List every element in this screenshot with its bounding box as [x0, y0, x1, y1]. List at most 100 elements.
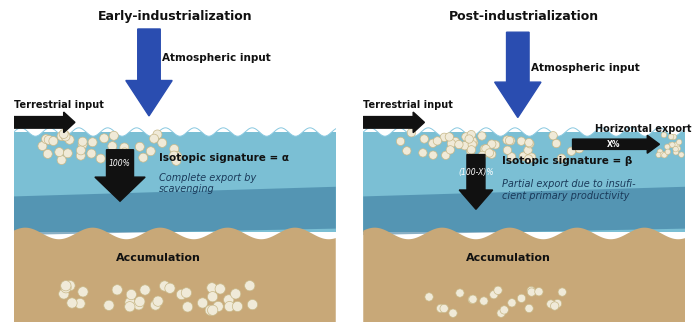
Circle shape	[224, 295, 234, 305]
Circle shape	[103, 300, 114, 310]
Circle shape	[535, 288, 543, 296]
Circle shape	[224, 301, 235, 312]
Circle shape	[442, 151, 450, 159]
Circle shape	[61, 131, 70, 140]
Circle shape	[661, 132, 667, 138]
Circle shape	[207, 283, 217, 293]
Circle shape	[663, 152, 668, 157]
Circle shape	[182, 302, 193, 312]
Polygon shape	[363, 187, 685, 235]
Circle shape	[419, 149, 427, 157]
Circle shape	[138, 153, 147, 162]
Circle shape	[78, 287, 88, 297]
Circle shape	[549, 132, 557, 140]
Circle shape	[478, 151, 487, 159]
Polygon shape	[95, 150, 145, 201]
Circle shape	[477, 132, 486, 140]
Polygon shape	[572, 135, 659, 153]
Circle shape	[677, 139, 682, 145]
Circle shape	[673, 149, 679, 155]
Circle shape	[75, 298, 85, 309]
Circle shape	[173, 151, 182, 160]
Circle shape	[526, 139, 534, 148]
Circle shape	[78, 140, 87, 149]
Circle shape	[76, 146, 85, 155]
Circle shape	[231, 289, 241, 299]
Circle shape	[245, 280, 255, 291]
Polygon shape	[363, 0, 685, 136]
Circle shape	[124, 302, 135, 312]
Circle shape	[507, 153, 516, 161]
Circle shape	[470, 138, 478, 147]
Text: (100-X)%: (100-X)%	[458, 168, 493, 177]
Circle shape	[96, 154, 106, 163]
Bar	[363, 132, 685, 232]
Circle shape	[170, 145, 179, 154]
Circle shape	[679, 152, 684, 157]
Circle shape	[436, 304, 445, 313]
Circle shape	[445, 133, 454, 141]
Circle shape	[491, 141, 500, 149]
Circle shape	[674, 142, 679, 147]
Polygon shape	[14, 187, 336, 235]
Circle shape	[153, 130, 162, 139]
Circle shape	[158, 138, 167, 147]
Circle shape	[467, 130, 475, 139]
Circle shape	[61, 283, 71, 293]
Circle shape	[120, 143, 129, 152]
Text: Partial export due to insufi-
cient primary productivity: Partial export due to insufi- cient prim…	[502, 179, 635, 201]
Circle shape	[396, 137, 405, 146]
Circle shape	[465, 135, 473, 143]
Circle shape	[675, 146, 681, 151]
Circle shape	[554, 299, 562, 308]
Circle shape	[528, 288, 535, 296]
Circle shape	[43, 149, 52, 158]
Circle shape	[208, 291, 217, 302]
Circle shape	[64, 149, 72, 158]
Circle shape	[517, 137, 526, 145]
Circle shape	[59, 289, 69, 299]
Circle shape	[140, 285, 150, 295]
Text: Atmospheric input: Atmospheric input	[162, 53, 271, 63]
Circle shape	[208, 305, 218, 315]
Circle shape	[671, 134, 677, 140]
Circle shape	[61, 132, 70, 141]
Circle shape	[112, 285, 122, 295]
Circle shape	[213, 301, 223, 312]
Circle shape	[440, 304, 448, 313]
Text: Accumulation: Accumulation	[116, 252, 201, 263]
Circle shape	[567, 147, 575, 156]
Circle shape	[65, 135, 74, 144]
Bar	[363, 0, 685, 132]
Text: Isotopic signature = β: Isotopic signature = β	[502, 156, 632, 166]
Circle shape	[447, 139, 456, 148]
Circle shape	[125, 297, 136, 308]
Circle shape	[668, 142, 674, 148]
Circle shape	[38, 142, 47, 151]
Circle shape	[120, 148, 129, 157]
Text: X%: X%	[606, 140, 620, 149]
Circle shape	[670, 142, 675, 147]
Circle shape	[428, 139, 437, 147]
Circle shape	[109, 131, 118, 140]
Circle shape	[485, 149, 493, 157]
Text: Terrestrial input: Terrestrial input	[363, 99, 453, 110]
Circle shape	[44, 135, 53, 144]
Circle shape	[482, 145, 490, 153]
Text: Horizontal export: Horizontal export	[595, 124, 691, 134]
Circle shape	[493, 286, 502, 295]
Circle shape	[407, 128, 415, 137]
Circle shape	[429, 151, 438, 159]
Circle shape	[440, 133, 449, 141]
Circle shape	[121, 155, 130, 164]
Circle shape	[169, 151, 178, 160]
Circle shape	[467, 146, 475, 154]
Text: Atmospheric input: Atmospheric input	[531, 62, 640, 73]
Text: 100%: 100%	[109, 159, 131, 168]
Circle shape	[657, 149, 663, 154]
Circle shape	[575, 145, 584, 153]
Text: Accumulation: Accumulation	[466, 252, 551, 263]
Circle shape	[67, 298, 77, 308]
Circle shape	[480, 145, 489, 153]
Circle shape	[165, 283, 175, 293]
